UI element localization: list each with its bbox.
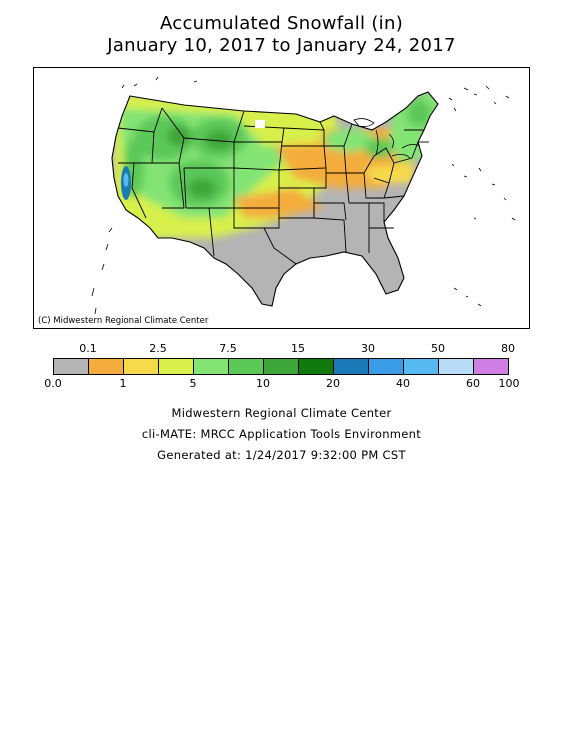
legend-swatch-3	[159, 359, 194, 374]
legend-swatch-4	[194, 359, 229, 374]
legend-label-1: 1	[119, 377, 127, 390]
legend-swatch-6	[264, 359, 299, 374]
legend-swatch-8	[334, 359, 369, 374]
legend-color-bar	[53, 358, 509, 375]
snowfall-legend: 0.1 2.5 7.5 15 30 50 80 0.0 1 5 10 20 40…	[44, 342, 519, 391]
snowfall-map: (C) Midwestern Regional Climate Center	[33, 67, 530, 329]
legend-swatch-0	[54, 359, 89, 374]
footer-generated: Generated at: 1/24/2017 9:32:00 PM CST	[157, 448, 406, 462]
legend-lower-labels: 0.0 1 5 10 20 40 60 100	[44, 377, 519, 391]
legend-label-2.5: 2.5	[149, 342, 167, 355]
legend-upper-labels: 0.1 2.5 7.5 15 30 50 80	[53, 342, 515, 356]
legend-label-0.1: 0.1	[79, 342, 97, 355]
legend-swatch-5	[229, 359, 264, 374]
legend-label-15: 15	[291, 342, 305, 355]
legend-swatch-12	[474, 359, 508, 374]
legend-label-40: 40	[396, 377, 410, 390]
legend-label-30: 30	[361, 342, 375, 355]
legend-swatch-10	[404, 359, 439, 374]
legend-swatch-9	[369, 359, 404, 374]
footer-app: cli-MATE: MRCC Application Tools Environ…	[141, 427, 422, 441]
footer-org: Midwestern Regional Climate Center	[171, 406, 392, 420]
legend-label-5: 5	[189, 377, 197, 390]
legend-label-7.5: 7.5	[219, 342, 237, 355]
copyright-notice: (C) Midwestern Regional Climate Center	[38, 316, 209, 326]
legend-label-20: 20	[326, 377, 340, 390]
legend-swatch-2	[124, 359, 159, 374]
map-title: Accumulated Snowfall (in)	[159, 13, 404, 34]
snowfall-map-graphic	[91, 76, 516, 315]
legend-label-10: 10	[256, 377, 270, 390]
legend-label-60: 60	[466, 377, 480, 390]
legend-label-80: 80	[501, 342, 515, 355]
legend-label-100: 100	[498, 377, 520, 390]
legend-label-0.0: 0.0	[44, 377, 62, 390]
legend-swatch-11	[439, 359, 474, 374]
legend-label-50: 50	[431, 342, 445, 355]
legend-swatch-1	[89, 359, 124, 374]
map-date-range: January 10, 2017 to January 24, 2017	[107, 35, 456, 56]
legend-swatch-7	[299, 359, 334, 374]
